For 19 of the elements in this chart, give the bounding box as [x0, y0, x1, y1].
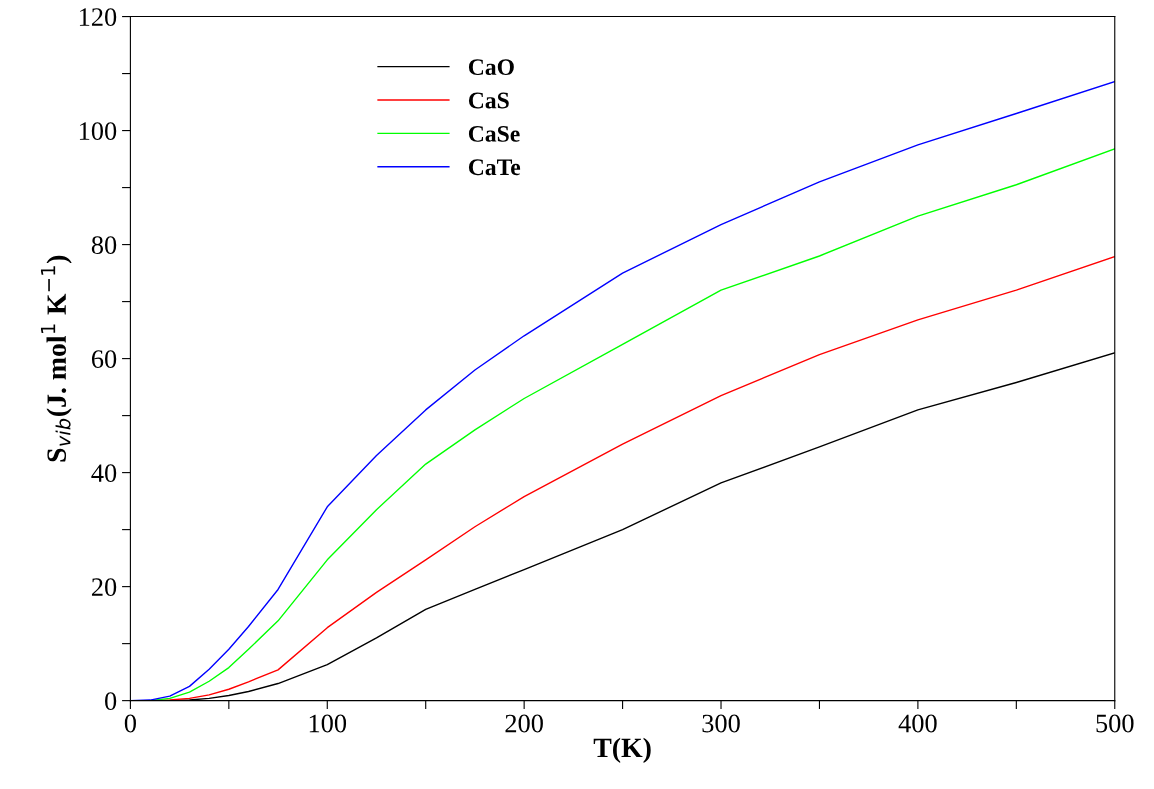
y-axis-title: S$_{vib}$(J. mol$^{1}$ K$^{−1}$) — [40, 255, 72, 462]
x-tick-label: 500 — [1096, 714, 1134, 733]
y-tick-label: 120 — [79, 8, 117, 26]
y-tick-label: 20 — [91, 578, 117, 597]
y-tick-label: 60 — [91, 350, 117, 369]
x-axis-title: T(K) — [593, 737, 651, 763]
x-tick-label: 300 — [702, 714, 740, 733]
x-tick-label: 0 — [124, 714, 136, 733]
legend-label: CaS — [468, 92, 509, 109]
x-tick-label: 200 — [505, 714, 543, 733]
legend-label: CaSe — [468, 125, 520, 142]
x-tick-label: 100 — [309, 714, 347, 733]
legend-label: CaTe — [468, 159, 521, 176]
y-tick-label: 40 — [91, 464, 117, 483]
y-tick-label: 80 — [91, 236, 117, 255]
y-tick-label: 0 — [105, 692, 117, 711]
y-tick-label: 100 — [79, 122, 117, 140]
x-tick-label: 400 — [898, 714, 937, 733]
legend-label: CaO — [468, 59, 514, 76]
